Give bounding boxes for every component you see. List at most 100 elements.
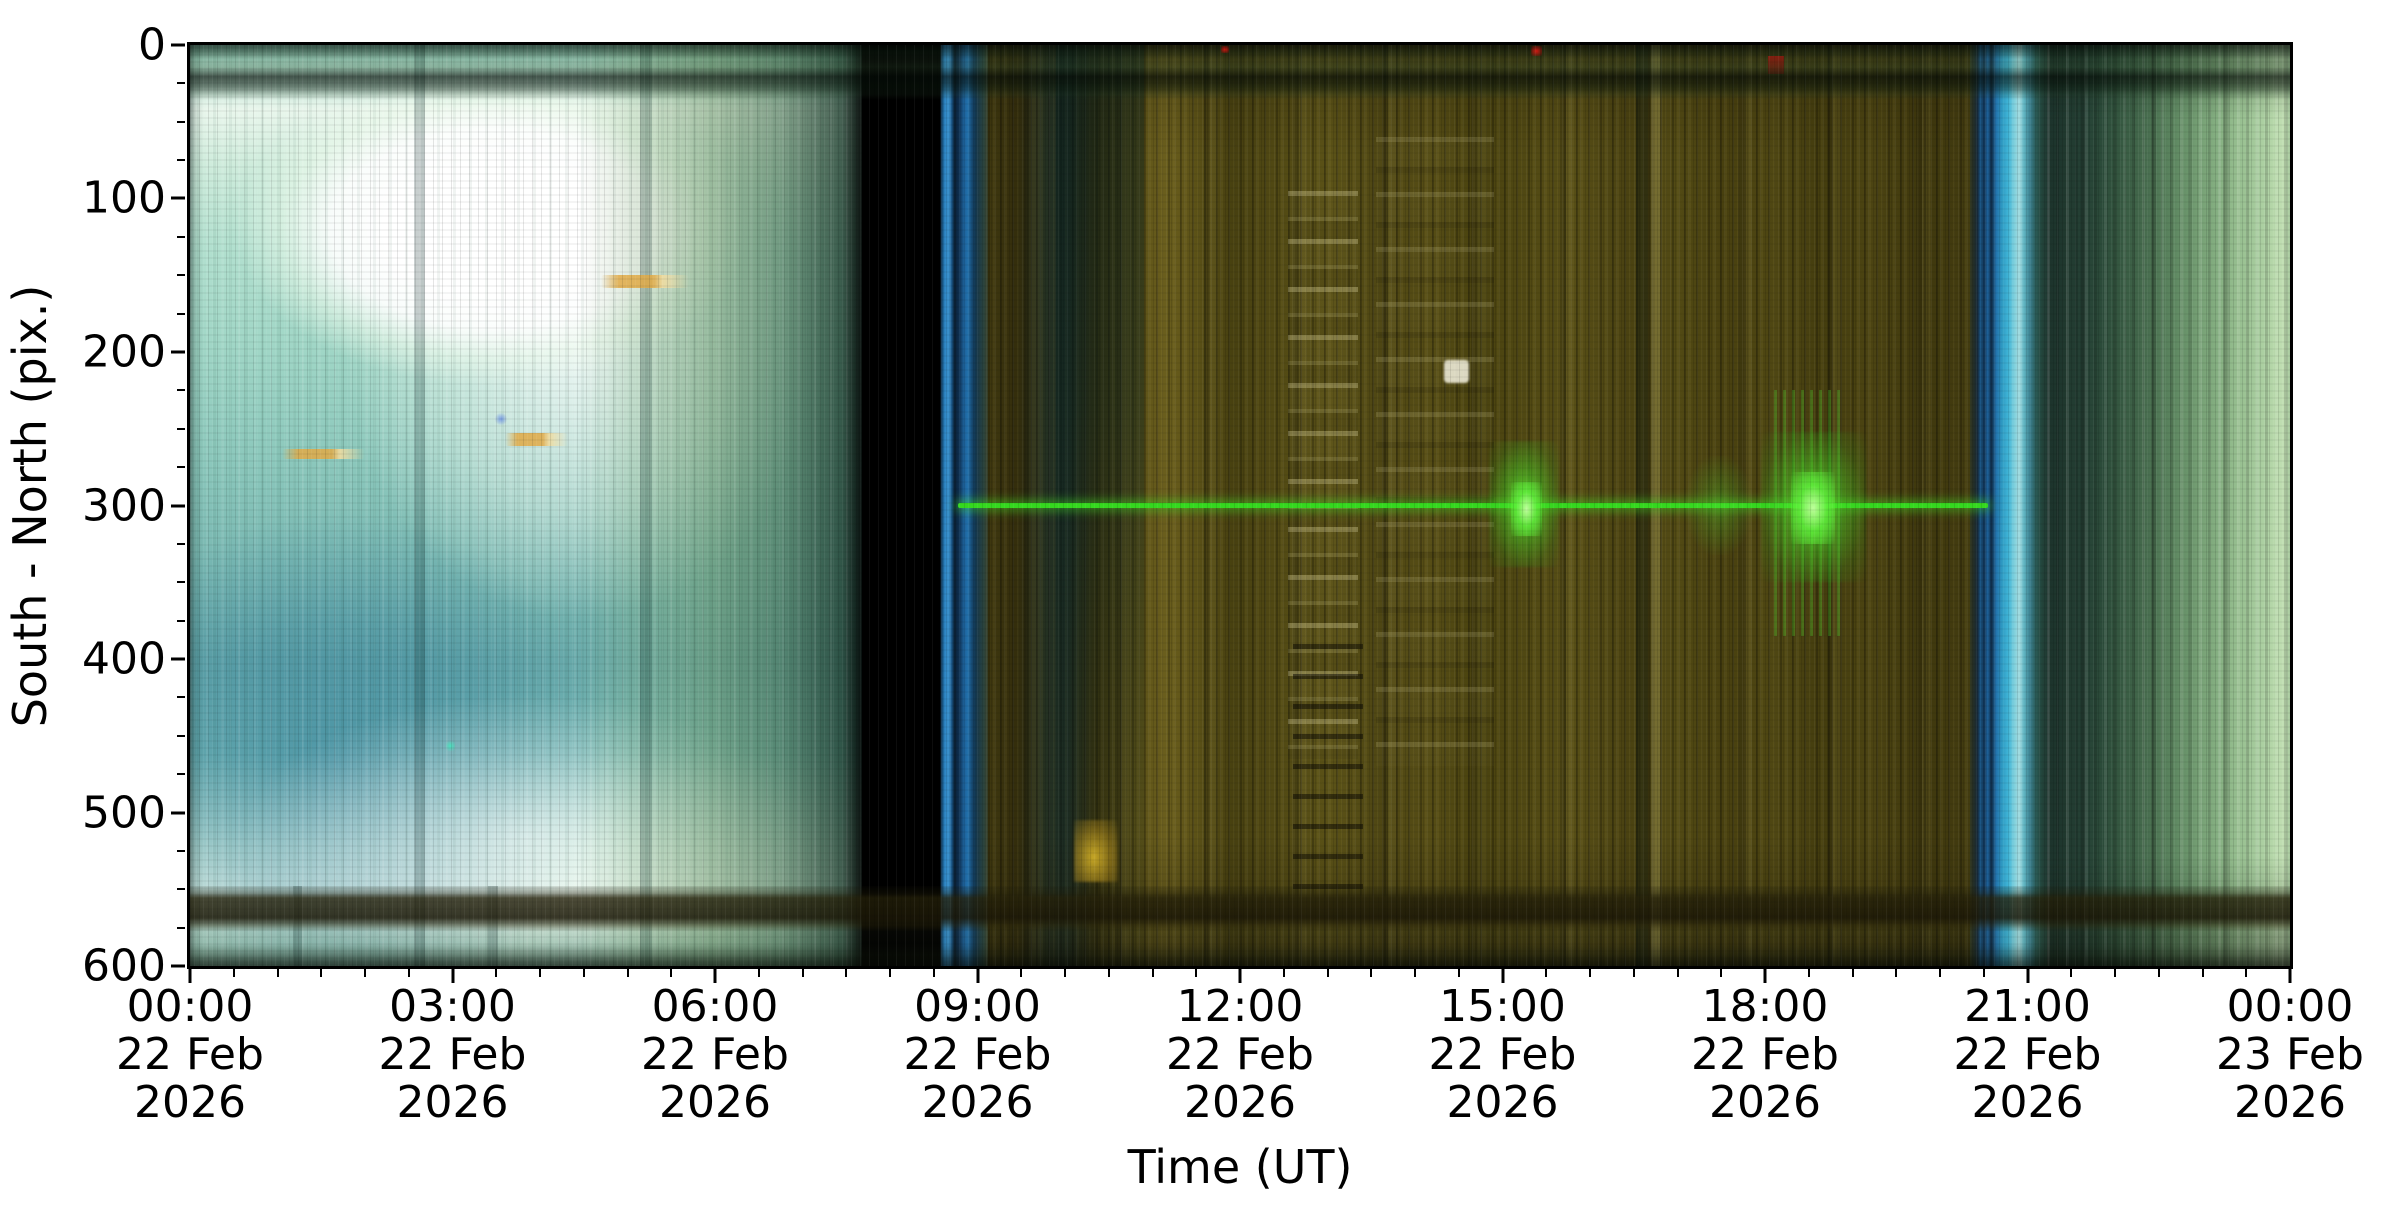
x-minor-tick (889, 969, 891, 977)
x-tick-label: 00:00 22 Feb 2026 (116, 983, 264, 1127)
x-major-tick (188, 969, 192, 983)
x-minor-tick (582, 969, 585, 977)
x-minor-tick (932, 969, 935, 977)
x-minor-tick (1807, 969, 1810, 977)
y-minor-tick (177, 427, 185, 430)
y-major-tick (171, 964, 185, 968)
x-minor-tick (1020, 969, 1023, 977)
y-minor-tick (177, 312, 185, 315)
x-minor-tick (1545, 969, 1548, 977)
x-tick-year: 2026 (2234, 1077, 2346, 1128)
x-minor-tick (232, 969, 235, 977)
y-major-tick (171, 43, 185, 47)
x-tick-time: 09:00 (914, 981, 1041, 1032)
x-tick-time: 00:00 (2226, 981, 2354, 1032)
x-tick-year: 2026 (134, 1077, 246, 1128)
x-minor-tick (1676, 969, 1679, 977)
x-tick-label: 21:00 22 Feb 2026 (1954, 983, 2102, 1127)
x-minor-tick (2245, 969, 2248, 977)
x-minor-tick (801, 969, 804, 977)
x-tick-time: 21:00 (1964, 981, 2091, 1032)
x-minor-tick (1370, 969, 1373, 977)
x-minor-tick (495, 969, 498, 977)
x-minor-tick (1632, 969, 1635, 977)
x-tick-date: 22 Feb (1953, 1029, 2102, 1080)
x-minor-tick (1939, 969, 1941, 977)
x-tick-time: 03:00 (389, 981, 516, 1032)
x-major-tick (1763, 969, 1767, 983)
y-minor-tick (177, 159, 185, 162)
y-minor-tick (177, 696, 185, 699)
y-tick-labels: 0 100 200 300 400 500 600 (0, 20, 166, 992)
x-minor-tick (1589, 969, 1591, 977)
x-major-tick (2026, 969, 2029, 983)
x-minor-tick (1151, 969, 1154, 977)
y-tick-label: 100 (82, 172, 166, 224)
x-tick-label: 06:00 22 Feb 2026 (641, 983, 789, 1127)
x-tick-year: 2026 (396, 1077, 509, 1128)
y-minor-tick (177, 773, 185, 776)
y-tick-label: 300 (82, 480, 166, 531)
x-minor-tick (1195, 969, 1198, 977)
segment-bright-moonlit-clouds (190, 45, 862, 966)
x-tick-time: 12:00 (1176, 981, 1304, 1032)
x-tick-labels: 00:00 22 Feb 2026 03:00 22 Feb 2026 06:00 22 Fe… (116, 981, 2364, 1143)
plot-frame (187, 42, 2293, 969)
x-tick-year: 2026 (659, 1077, 771, 1128)
x-major-tick (976, 969, 979, 983)
x-tick-label: 12:00 22 Feb 2026 (1166, 983, 1314, 1127)
y-tick-label: 600 (82, 940, 166, 992)
x-minor-tick (845, 969, 848, 977)
x-major-tick (1501, 969, 1504, 983)
x-minor-tick (626, 969, 629, 977)
x-tick-date: 22 Feb (378, 1029, 527, 1080)
y-tick-label: 500 (82, 787, 166, 838)
y-minor-tick (177, 619, 185, 622)
x-major-tick (2288, 969, 2292, 983)
y-major-tick (171, 811, 185, 814)
x-minor-tick (1895, 969, 1898, 977)
x-tick-label: 03:00 22 Feb 2026 (379, 983, 527, 1127)
y-major-tick (171, 504, 185, 507)
x-axis-label: Time (UT) (1127, 1140, 1353, 1194)
x-minor-tick (1064, 969, 1066, 977)
x-minor-tick (1720, 969, 1723, 977)
y-tick-label: 400 (82, 633, 166, 685)
x-tick-year: 2026 (921, 1077, 1034, 1128)
x-tick-date: 22 Feb (1428, 1029, 1577, 1080)
x-minor-tick (1326, 969, 1329, 977)
segment-olive-daytime (988, 45, 1970, 966)
x-minor-tick (407, 969, 410, 977)
x-minor-tick (2201, 969, 2204, 977)
x-axis-ticks (188, 969, 2292, 987)
x-tick-time: 00:00 (126, 981, 254, 1032)
x-minor-tick (539, 969, 541, 977)
y-minor-tick (177, 235, 185, 238)
x-tick-time: 15:00 (1439, 981, 1566, 1032)
y-minor-tick (177, 581, 185, 584)
x-minor-tick (1457, 969, 1460, 977)
y-major-tick (171, 657, 185, 661)
x-minor-tick (320, 969, 323, 977)
x-tick-date: 22 Feb (1166, 1029, 1314, 1080)
x-tick-date: 22 Feb (641, 1029, 789, 1080)
segment-night-dark-green (2046, 45, 2290, 966)
x-minor-tick (2157, 969, 2160, 977)
x-tick-date: 22 Feb (116, 1029, 264, 1080)
y-minor-tick (177, 888, 185, 891)
x-tick-year: 2026 (1971, 1077, 2084, 1128)
keogram-image (190, 45, 2290, 966)
x-tick-date: 22 Feb (1691, 1029, 1839, 1080)
x-minor-tick (1107, 969, 1110, 977)
x-tick-time: 06:00 (651, 981, 779, 1032)
x-major-tick (713, 969, 717, 983)
segment-morning-twilight-blue (939, 45, 988, 966)
y-minor-tick (177, 849, 185, 852)
y-minor-tick (177, 389, 185, 392)
x-minor-tick (1851, 969, 1854, 977)
y-minor-tick (177, 82, 185, 85)
x-minor-tick (276, 969, 279, 977)
x-tick-date: 22 Feb (903, 1029, 1052, 1080)
x-minor-tick (1982, 969, 1985, 977)
